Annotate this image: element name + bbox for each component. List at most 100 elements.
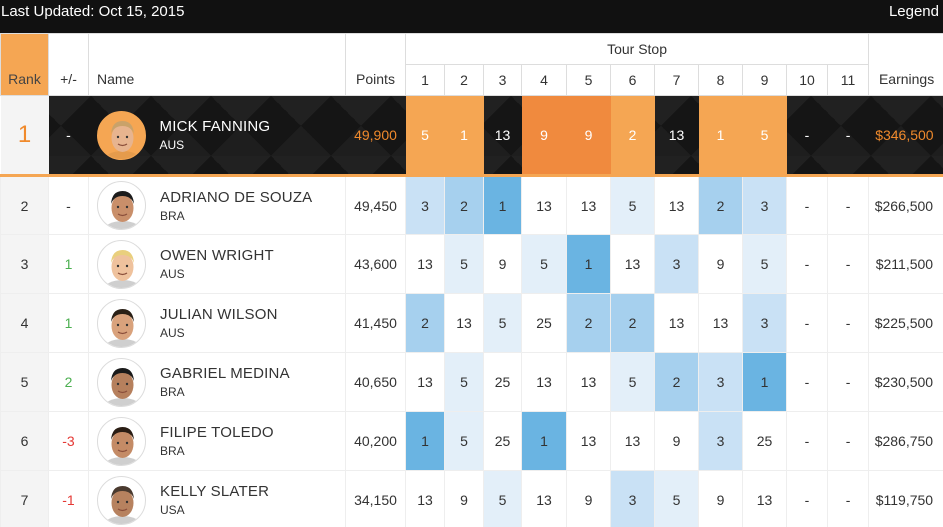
leader-row[interactable]: 1- MICK FANNING AUS 49,900 5 1 13 9 9 2 13 1 5- - $346… (0, 95, 943, 177)
tour-stop-result-7: 13 (654, 293, 699, 353)
change-cell: - (48, 175, 89, 235)
surfer-name[interactable]: JULIAN WILSON (160, 306, 278, 323)
tour-stop-result-11: - (826, 234, 870, 294)
tour-stop-result-8: 13 (698, 293, 743, 353)
table-row[interactable]: 3 1 OWEN WRIGHT AUS 43,600 13 5 9 5 1 13 3 9 5- - $211,… (0, 234, 943, 294)
name-column-header[interactable]: Name (88, 33, 346, 96)
tour-stop-result-3: 5 (483, 470, 522, 527)
table-row[interactable]: 4 1 JULIAN WILSON AUS 41,450 2 13 5 25 2 2 13 13 3- - $… (0, 293, 943, 353)
avatar[interactable] (97, 357, 146, 407)
tour-stop-result-1: 3 (405, 175, 445, 235)
tour-stop-result-7: 5 (654, 470, 699, 527)
earnings-cell: $230,500 (868, 352, 943, 412)
tour-stop-result-11: - (826, 411, 870, 471)
points-column-header[interactable]: Points (345, 33, 406, 96)
tour-stop-result-4: 9 (521, 95, 567, 177)
tour-stop-result-2: 5 (444, 411, 484, 471)
table-row[interactable]: 7 -1 KELLY SLATER USA 34,150 13 9 5 13 9 3 5 9 13- - $1… (0, 470, 943, 527)
tour-stop-header-8[interactable]: 8 (698, 64, 743, 96)
avatar[interactable] (96, 110, 146, 160)
avatar[interactable] (97, 416, 146, 466)
surfer-name[interactable]: MICK FANNING (159, 118, 271, 135)
tour-stop-result-6: 2 (610, 95, 655, 177)
surfer-country: AUS (160, 326, 185, 340)
tour-stop-result-3: 25 (483, 352, 522, 412)
surfer-name[interactable]: GABRIEL MEDINA (160, 365, 290, 382)
table-row[interactable]: 2- ADRIANO DE SOUZA BRA 49,450 3 2 1 13 13 5 13 2 3-… (0, 175, 943, 235)
tour-stop-result-8: 2 (698, 175, 743, 235)
surfer-name[interactable]: KELLY SLATER (160, 483, 270, 500)
tour-stop-header-4[interactable]: 4 (521, 64, 567, 96)
tour-stop-header-9[interactable]: 9 (742, 64, 787, 96)
surfer-name-cell[interactable]: OWEN WRIGHT AUS (88, 234, 346, 294)
legend-link[interactable]: Legend (888, 3, 939, 20)
earnings-cell: $266,500 (868, 175, 943, 235)
avatar[interactable] (97, 181, 146, 230)
earnings-cell: $211,500 (868, 234, 943, 294)
tour-stop-result-9: 13 (742, 470, 787, 527)
surfer-name-cell[interactable]: KELLY SLATER USA (88, 470, 346, 527)
tour-stop-result-6: 3 (610, 470, 655, 527)
surfer-name-cell[interactable]: FILIPE TOLEDO BRA (88, 411, 346, 471)
tour-stop-result-4: 5 (521, 234, 567, 294)
tour-stop-result-2: 5 (444, 352, 484, 412)
tour-stop-result-7: 13 (654, 175, 699, 235)
tour-stop-header-2[interactable]: 2 (444, 64, 484, 96)
tour-stop-result-6: 13 (610, 234, 655, 294)
tour-stop-header-7[interactable]: 7 (654, 64, 699, 96)
change-cell: 1 (48, 293, 89, 353)
surfer-country: AUS (159, 138, 185, 152)
avatar[interactable] (97, 475, 146, 525)
surfer-name[interactable]: FILIPE TOLEDO (160, 424, 274, 441)
tour-stop-result-11: - (826, 293, 870, 353)
tour-stop-header-3[interactable]: 3 (483, 64, 522, 96)
points-cell: 41,450 (345, 293, 406, 353)
points-cell: 40,650 (345, 352, 406, 412)
tour-stop-result-5: 13 (566, 352, 611, 412)
surfer-name-cell[interactable]: MICK FANNING AUS (88, 95, 346, 177)
tour-stop-result-6: 5 (610, 352, 655, 412)
surfer-country: BRA (160, 444, 185, 458)
tour-stop-result-3: 25 (483, 411, 522, 471)
tour-stop-result-10: - (786, 95, 828, 177)
tour-stop-result-4: 13 (521, 470, 567, 527)
tour-stop-header-5[interactable]: 5 (566, 64, 611, 96)
rank-column-header[interactable]: Rank (0, 33, 49, 96)
tour-stop-header-6[interactable]: 6 (610, 64, 655, 96)
tour-stop-header-11[interactable]: 11 (826, 64, 870, 96)
surfer-country: USA (160, 503, 185, 517)
change-column-header[interactable]: +/- (48, 33, 89, 96)
rank-cell: 4 (0, 293, 49, 353)
avatar[interactable] (97, 298, 146, 348)
tour-stop-result-10: - (786, 470, 828, 527)
earnings-cell: $346,500 (868, 95, 943, 177)
avatar[interactable] (97, 239, 146, 289)
earnings-cell: $286,750 (868, 411, 943, 471)
tour-stop-result-10: - (786, 234, 828, 294)
tour-stop-result-1: 2 (405, 293, 445, 353)
table-row[interactable]: 5 2 GABRIEL MEDINA BRA 40,650 13 5 25 13 13 5 2 3 1- -… (0, 352, 943, 412)
points-cell: 40,200 (345, 411, 406, 471)
surfer-name[interactable]: OWEN WRIGHT (160, 247, 274, 264)
tour-stop-result-5: 2 (566, 293, 611, 353)
table-row[interactable]: 6 -3 FILIPE TOLEDO BRA 40,200 1 5 25 1 13 13 9 3 25- -… (0, 411, 943, 471)
tour-stop-result-3: 1 (483, 175, 522, 235)
tour-stop-header-10[interactable]: 10 (786, 64, 828, 96)
earnings-column-header[interactable]: Earnings (868, 33, 943, 96)
tour-stop-result-1: 1 (405, 411, 445, 471)
surfer-name-cell[interactable]: GABRIEL MEDINA BRA (88, 352, 346, 412)
tour-stop-result-5: 9 (566, 470, 611, 527)
surfer-name[interactable]: ADRIANO DE SOUZA (160, 188, 313, 206)
tour-stop-result-8: 1 (698, 95, 743, 177)
tour-stop-header-1[interactable]: 1 (405, 64, 445, 96)
tour-stop-result-2: 9 (444, 470, 484, 527)
change-cell: 1 (48, 234, 89, 294)
tour-stop-result-10: - (786, 293, 828, 353)
tour-stop-result-5: 13 (566, 175, 611, 235)
tour-stop-result-8: 3 (698, 411, 743, 471)
surfer-name-cell[interactable]: JULIAN WILSON AUS (88, 293, 346, 353)
points-cell: 49,900 (345, 95, 406, 177)
tour-stop-result-7: 3 (654, 234, 699, 294)
rank-cell: 7 (0, 470, 49, 527)
surfer-name-cell[interactable]: ADRIANO DE SOUZA BRA (88, 175, 346, 235)
